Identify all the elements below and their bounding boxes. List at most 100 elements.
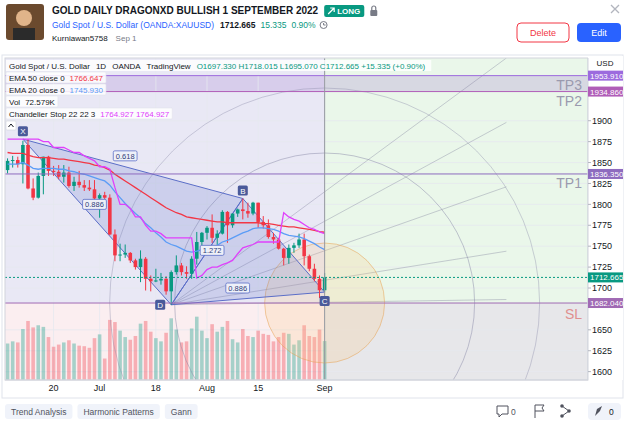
level-price-label: 1682.040 <box>590 299 624 308</box>
author[interactable]: Kurniawan5758 <box>52 34 108 43</box>
volume-bar <box>72 344 76 380</box>
y-tick <box>588 329 591 330</box>
comment-count: 0 <box>511 407 516 417</box>
candle-wick <box>242 199 243 220</box>
candle-body <box>297 239 301 245</box>
legend-symbol-ohlc: O1697.330 H1718.015 L1695.070 C1712.665 … <box>197 62 426 71</box>
legend-collapse-arrow <box>9 124 14 127</box>
tag-label[interactable]: Trend Analysis <box>11 407 66 417</box>
level-price-box <box>588 169 623 179</box>
legend-symbol-name: Gold Spot / U.S. Dollar <box>9 62 90 71</box>
grid-line-y <box>5 141 588 142</box>
x-tick-label: 18 <box>151 383 161 393</box>
delete-label[interactable]: Delete <box>530 28 556 38</box>
candle-body <box>98 195 102 198</box>
ratio-box <box>113 151 137 161</box>
volume-bar <box>267 335 271 380</box>
volume-bar <box>93 338 97 380</box>
legend-value: 1745.930 <box>70 86 104 95</box>
volume-bar <box>236 342 240 380</box>
candle-body <box>241 209 245 211</box>
share-lines <box>562 406 569 416</box>
indicator-line <box>8 163 325 252</box>
boost-button[interactable] <box>588 403 621 420</box>
candle-body <box>72 182 76 186</box>
legend-name: EMA 20 close 0 <box>9 86 65 95</box>
idea-title: GOLD DAILY DRAGONXD BULLISH 1 SEPTEMBER … <box>52 5 319 16</box>
volume-bar <box>200 331 204 380</box>
volume-bar <box>144 321 148 380</box>
volume-bar <box>159 341 163 380</box>
candle-body <box>231 214 235 226</box>
level-price-box <box>588 298 623 308</box>
comment-icon[interactable] <box>497 406 508 417</box>
level-name: TP3 <box>556 77 582 93</box>
candle-wick <box>89 180 90 191</box>
volume-bar <box>256 331 260 380</box>
y-tick-label: 1900 <box>592 116 612 126</box>
volume-bar <box>16 342 20 380</box>
candle-body <box>129 253 133 261</box>
candle-body <box>26 145 30 188</box>
tag[interactable] <box>165 404 198 419</box>
volume-bar <box>88 348 92 380</box>
candle-body <box>282 249 286 258</box>
candle-body <box>118 255 122 256</box>
volume-bar <box>36 325 40 380</box>
tag-label[interactable]: Harmonic Patterns <box>83 407 153 417</box>
legend-row-bg <box>6 108 172 119</box>
clock-icon <box>320 22 327 29</box>
volume-bar <box>231 339 235 380</box>
badge-arrow <box>328 8 334 14</box>
y-tick <box>588 204 591 205</box>
y-tick <box>588 371 591 372</box>
volume-bar <box>210 324 214 380</box>
candle-body <box>6 161 10 170</box>
avatar-face <box>16 10 32 26</box>
y-tick-label: 1825 <box>592 179 612 189</box>
volume-bar <box>103 359 107 380</box>
candle-body <box>175 265 179 272</box>
volume-bar <box>272 341 276 380</box>
tag[interactable] <box>77 404 159 419</box>
ratio-box <box>200 245 224 255</box>
pattern-point-label: D <box>157 301 163 310</box>
ratio-label: 0.618 <box>116 152 135 161</box>
y-tick <box>588 141 591 142</box>
edit-button[interactable] <box>577 23 621 42</box>
legend-row-bg <box>6 72 106 83</box>
candle-body <box>154 280 158 281</box>
candle-wick <box>247 203 248 218</box>
x-tick-label: 15 <box>253 383 263 393</box>
level-line <box>5 303 588 304</box>
candle-body <box>180 265 184 272</box>
candle-body <box>149 279 153 282</box>
candle-body <box>272 237 276 240</box>
y-tick-label: 1775 <box>592 220 612 230</box>
level-price-box <box>588 87 623 97</box>
change: 15.335 <box>260 20 286 30</box>
delete-button[interactable] <box>517 23 569 42</box>
tag-label[interactable]: Gann <box>171 407 192 417</box>
close-icon[interactable] <box>611 5 619 13</box>
volume-bar <box>11 341 15 380</box>
tag[interactable] <box>5 404 72 419</box>
candle-body <box>52 171 56 172</box>
ratio-label: 0.886 <box>85 200 104 209</box>
volume-bar <box>67 340 71 380</box>
y-tick <box>588 288 591 289</box>
flag-icon[interactable] <box>535 405 544 418</box>
price-axis-line <box>588 58 589 380</box>
level-price-label: 1712.665 <box>590 273 624 282</box>
legend-name: Chandelier Stop 22 22 3 <box>9 110 96 119</box>
candle-body <box>93 189 97 198</box>
time-axis-line <box>5 380 588 381</box>
legend-collapse[interactable] <box>6 121 16 130</box>
volume-bar <box>129 340 133 380</box>
change-pct: 0.90% <box>291 20 316 30</box>
volume-bar <box>42 327 46 380</box>
symbol-link[interactable]: Gold Spot / U.S. Dollar (OANDA:XAUUSD) <box>52 20 214 30</box>
edit-label[interactable]: Edit <box>591 28 607 38</box>
pattern-point-label: C <box>322 297 328 306</box>
candle-body <box>200 233 204 242</box>
